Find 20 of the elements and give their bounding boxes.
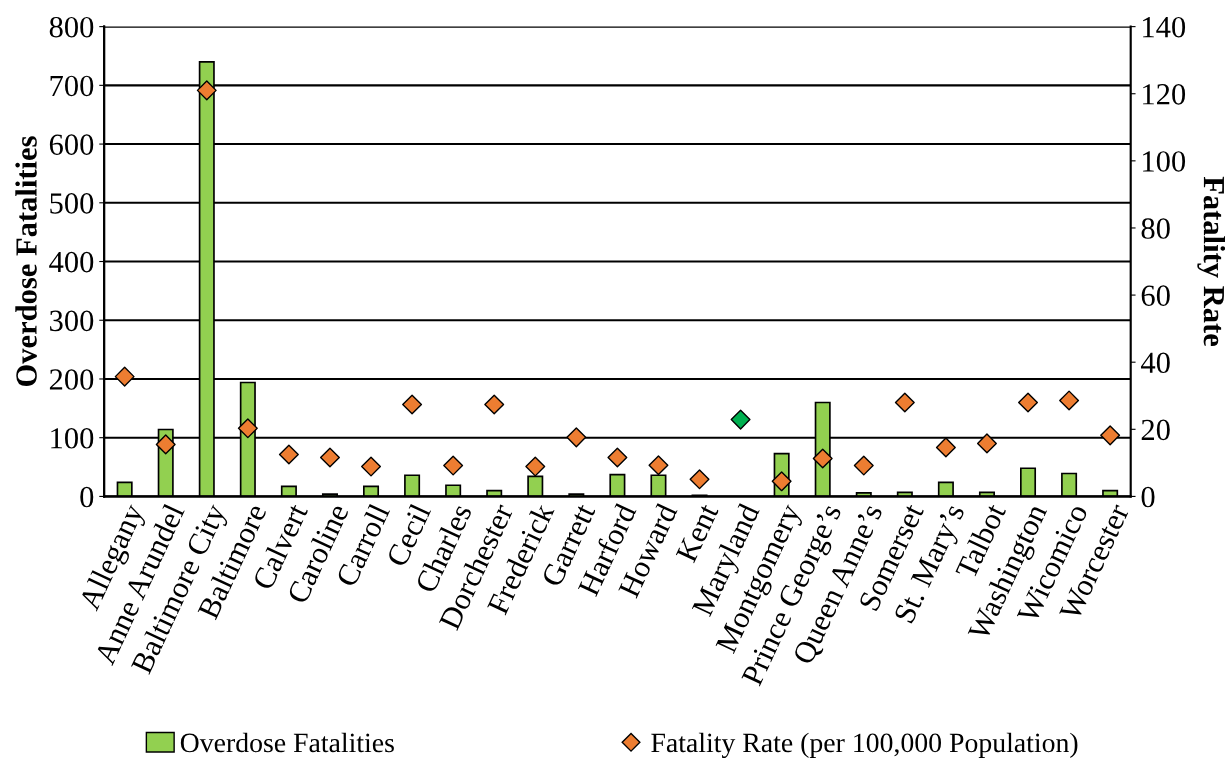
y-tick-label: 400: [49, 251, 94, 273]
y-tick-label: 200: [49, 369, 94, 390]
y-axis-title: Overdose Fatalities: [15, 136, 37, 387]
y2-axis-title: Fatality Rate: [1197, 176, 1225, 347]
y-tick-label: 600: [49, 134, 94, 155]
y2-tick-label: 60: [1141, 285, 1170, 306]
y2-tick-label: 120: [1143, 84, 1186, 105]
y-tick-label: 700: [50, 75, 94, 97]
y-tick-label: 800: [49, 16, 94, 38]
y2-tick-label: 0: [1141, 486, 1155, 508]
y-tick-label: 100: [51, 427, 94, 449]
y2-tick-label: 100: [1143, 151, 1186, 172]
legend-label: Overdose Fatalities: [180, 732, 394, 753]
legend-label: Fatality Rate (per 100,000 Population): [651, 732, 1078, 758]
y2-tick-label: 80: [1141, 218, 1170, 239]
y2-tick-label: 40: [1140, 352, 1170, 374]
y-tick-label: 500: [50, 193, 94, 214]
y2-tick-label: 140: [1143, 16, 1186, 38]
y2-tick-label: 20: [1141, 419, 1170, 441]
y-tick-label: 300: [50, 310, 94, 332]
